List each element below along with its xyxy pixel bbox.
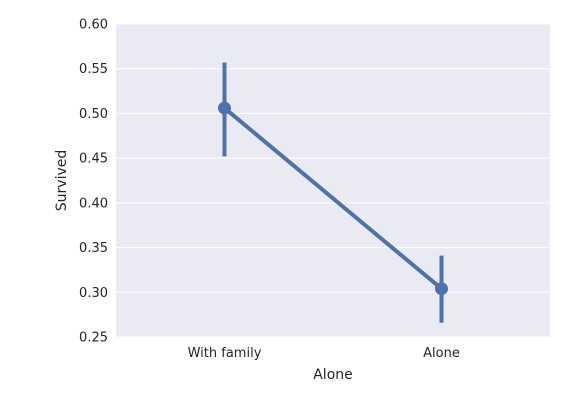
y-tick-label: 0.30 [79, 286, 108, 301]
y-tick-labels: 0.25 0.30 0.35 0.40 0.45 0.50 0.55 0.60 [79, 18, 108, 346]
y-tick-label: 0.55 [79, 62, 108, 77]
series-marks [218, 62, 448, 323]
y-tick-label: 0.50 [79, 107, 108, 122]
y-axis-label: Survived [54, 150, 70, 211]
data-point [218, 101, 231, 115]
y-gridlines [116, 23, 550, 338]
y-tick-label: 0.35 [79, 241, 108, 256]
x-tick-label: Alone [423, 346, 460, 361]
y-tick-label: 0.40 [79, 196, 108, 211]
x-tick-labels: With family Alone [188, 346, 460, 361]
data-point [435, 282, 448, 296]
x-axis-label: Alone [313, 367, 353, 383]
y-tick-label: 0.45 [79, 152, 108, 167]
x-tick-label: With family [188, 346, 262, 361]
series-line [222, 106, 444, 291]
y-tick-label: 0.60 [79, 18, 108, 33]
y-tick-label: 0.25 [79, 331, 108, 346]
plot-area [116, 24, 550, 337]
